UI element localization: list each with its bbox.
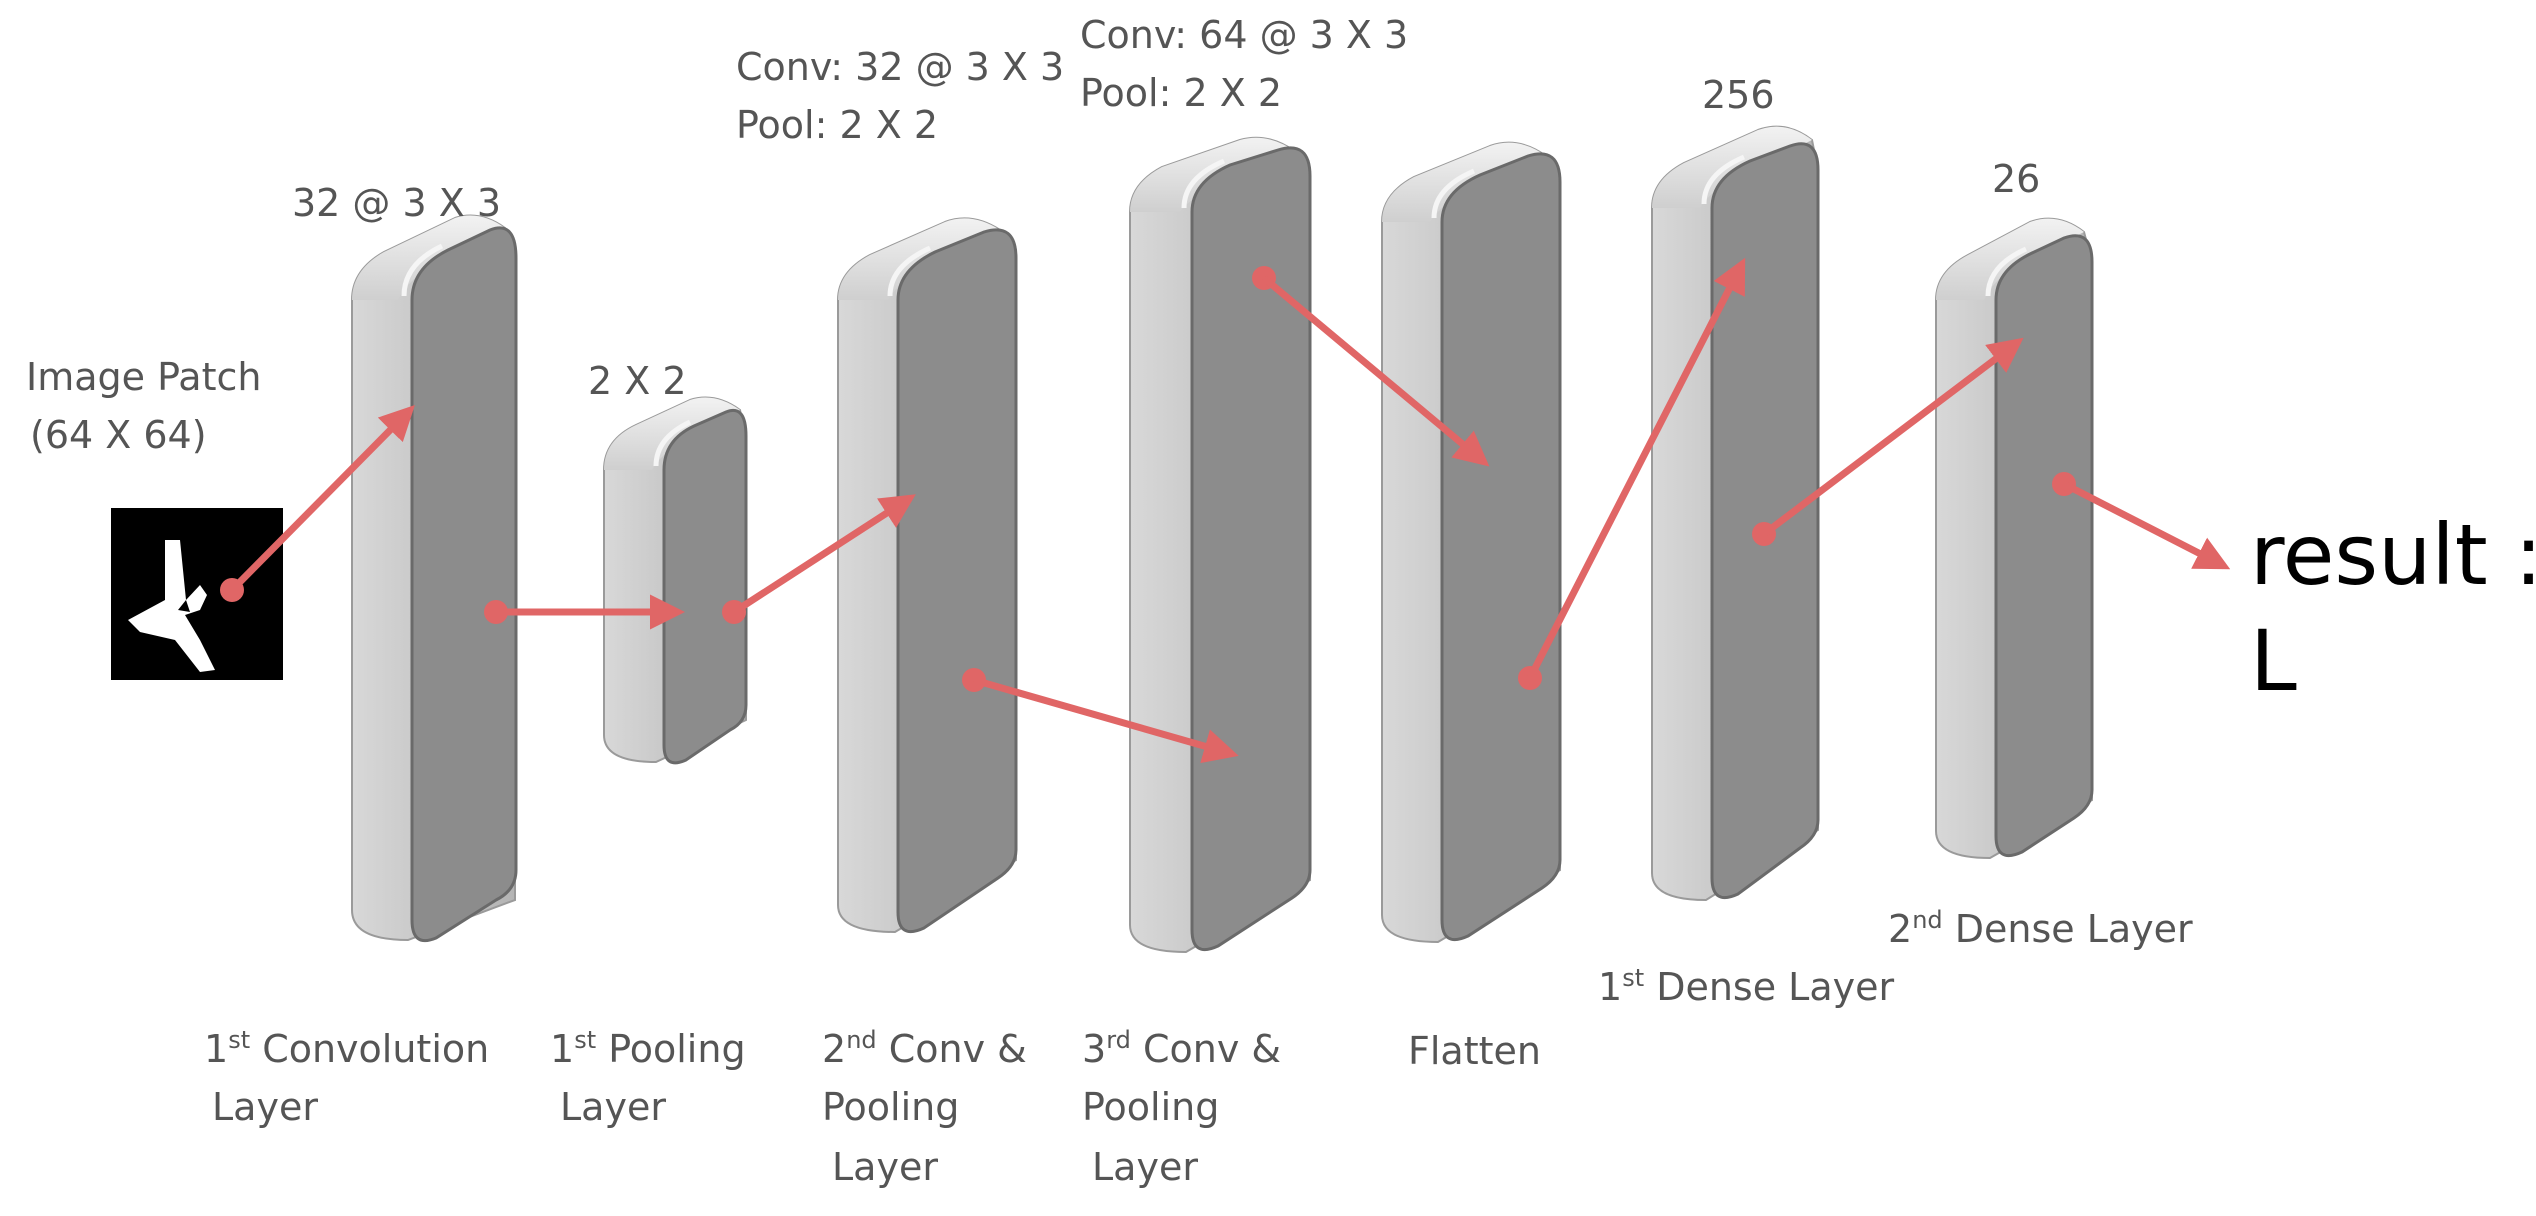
conv3-name-line1: 3rd Conv & — [1082, 1026, 1281, 1071]
connection-arrows — [220, 257, 2231, 764]
flatten-name: Flatten — [1408, 1029, 1541, 1073]
block-dense2 — [1935, 217, 2094, 860]
conv3-name-line2: Pooling — [1082, 1085, 1219, 1129]
hand-gesture-image — [111, 508, 283, 680]
result-label-line1: result : — [2250, 506, 2536, 604]
pool1-top-label: 2 X 2 — [588, 359, 687, 403]
arrow-input-to-conv1 — [220, 405, 415, 602]
input-label-line1: Image Patch — [26, 355, 261, 399]
arrow-dense1-to-dense2 — [1752, 337, 2024, 546]
conv2-name-line1: 2nd Conv & — [822, 1026, 1027, 1071]
dense2-name: 2nd Dense Layer — [1888, 906, 2193, 951]
conv2-top-label-line2: Pool: 2 X 2 — [736, 103, 938, 147]
conv3-top-label-line2: Pool: 2 X 2 — [1080, 71, 1282, 115]
block-dense1 — [1651, 125, 1820, 902]
conv1-top-label: 32 @ 3 X 3 — [292, 181, 501, 225]
arrow-dense2-to-result — [2052, 472, 2231, 570]
arrow-flatten-to-dense1 — [1518, 257, 1746, 690]
input-image-group: Image Patch (64 X 64) — [26, 355, 283, 680]
input-label-line2: (64 X 64) — [30, 413, 207, 457]
block-flatten — [1381, 141, 1562, 944]
conv1-name-line2: Layer — [212, 1085, 318, 1129]
block-conv3 — [1129, 136, 1312, 954]
conv2-name-line3: Layer — [832, 1145, 938, 1189]
arrow-conv3-to-flatten — [1252, 266, 1490, 467]
dense1-name: 1st Dense Layer — [1598, 964, 1894, 1009]
block-pool1 — [603, 396, 748, 765]
pool1-name-line2: Layer — [560, 1085, 666, 1129]
arrow-conv2-to-conv3 — [962, 668, 1239, 764]
arrow-conv1-to-pool1 — [484, 594, 685, 630]
conv3-top-label-line1: Conv: 64 @ 3 X 3 — [1080, 13, 1408, 57]
dense2-top-label: 26 — [1992, 157, 2040, 201]
conv2-name-line2: Pooling — [822, 1085, 959, 1129]
conv3-name-line3: Layer — [1092, 1145, 1198, 1189]
conv1-name-line1: 1st Convolution — [204, 1026, 489, 1071]
pool1-name-line1: 1st Pooling — [550, 1026, 746, 1071]
block-conv2 — [837, 217, 1018, 934]
dense1-top-label: 256 — [1702, 73, 1775, 117]
result-label-line2: L — [2250, 612, 2297, 710]
block-conv1 — [351, 214, 518, 943]
conv2-top-label-line1: Conv: 32 @ 3 X 3 — [736, 45, 1064, 89]
arrow-pool1-to-conv2 — [722, 494, 916, 624]
